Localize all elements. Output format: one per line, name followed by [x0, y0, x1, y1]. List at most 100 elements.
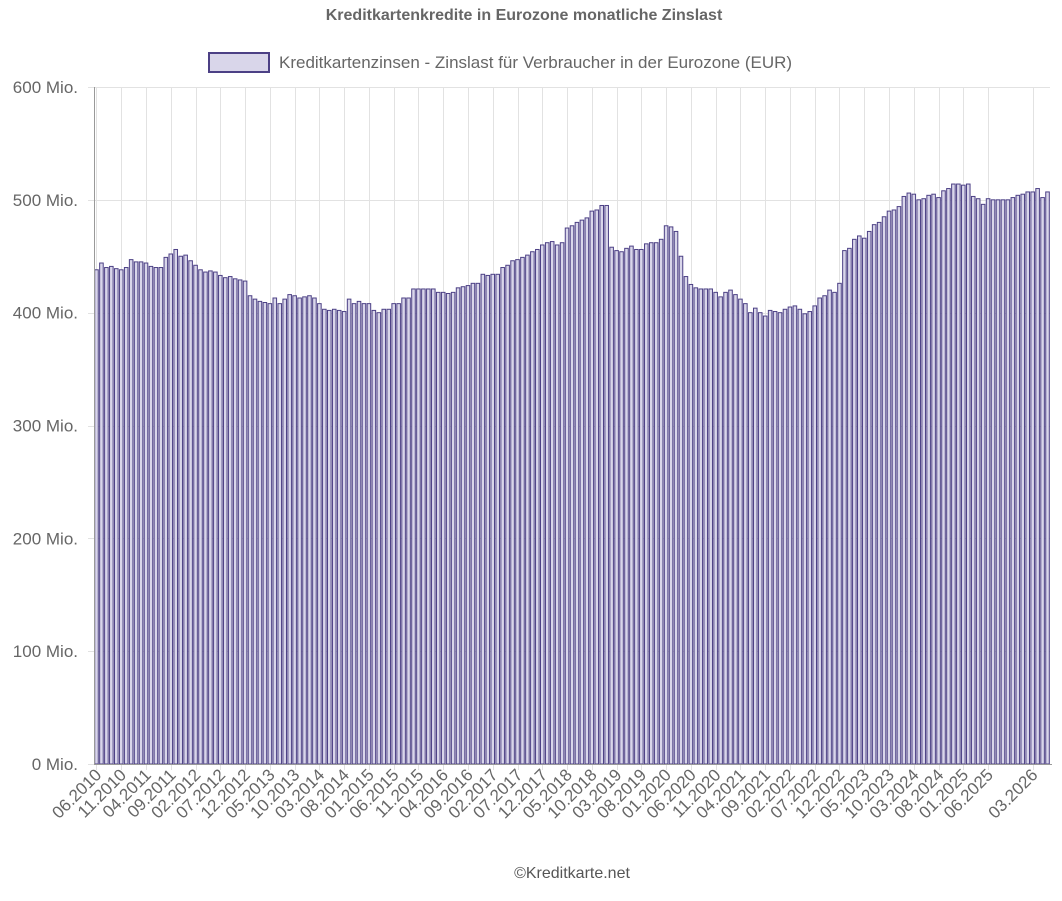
- bar[interactable]: [812, 305, 817, 765]
- bar[interactable]: [188, 260, 193, 765]
- bar[interactable]: [995, 199, 1001, 765]
- bar[interactable]: [713, 291, 718, 765]
- bar[interactable]: [921, 198, 926, 765]
- bar[interactable]: [663, 225, 669, 765]
- bar[interactable]: [366, 303, 372, 765]
- bar[interactable]: [396, 303, 401, 765]
- bar[interactable]: [584, 217, 590, 765]
- bar[interactable]: [777, 312, 783, 765]
- bar[interactable]: [307, 295, 312, 765]
- bar[interactable]: [94, 269, 99, 765]
- bar[interactable]: [634, 248, 639, 765]
- bar[interactable]: [990, 199, 996, 765]
- bar[interactable]: [312, 297, 317, 765]
- bar[interactable]: [173, 248, 179, 765]
- bar[interactable]: [738, 298, 743, 765]
- bar[interactable]: [1040, 197, 1045, 765]
- bar[interactable]: [109, 265, 114, 765]
- bar[interactable]: [931, 193, 936, 765]
- bar[interactable]: [208, 270, 213, 765]
- bar[interactable]: [381, 308, 387, 765]
- bar[interactable]: [564, 227, 570, 765]
- bar[interactable]: [926, 194, 931, 765]
- bar[interactable]: [906, 192, 912, 765]
- bar[interactable]: [544, 242, 550, 765]
- bar[interactable]: [530, 251, 535, 765]
- bar[interactable]: [559, 242, 565, 765]
- bar[interactable]: [455, 287, 461, 765]
- bar[interactable]: [762, 315, 768, 765]
- bar[interactable]: [956, 183, 961, 765]
- bar[interactable]: [802, 313, 808, 765]
- bar[interactable]: [807, 311, 813, 765]
- bar[interactable]: [198, 269, 203, 765]
- bar[interactable]: [569, 225, 575, 765]
- bar[interactable]: [970, 195, 976, 765]
- bar[interactable]: [247, 295, 253, 765]
- bar[interactable]: [515, 259, 520, 765]
- bar[interactable]: [104, 267, 109, 765]
- bar[interactable]: [341, 311, 347, 765]
- bar[interactable]: [827, 289, 832, 765]
- bar[interactable]: [832, 291, 837, 765]
- bar[interactable]: [723, 291, 728, 765]
- bar[interactable]: [743, 303, 748, 765]
- bar[interactable]: [416, 288, 421, 765]
- bar[interactable]: [946, 188, 951, 765]
- bar[interactable]: [158, 267, 164, 765]
- bar[interactable]: [203, 271, 208, 765]
- bar[interactable]: [1000, 199, 1006, 765]
- bar[interactable]: [118, 269, 124, 765]
- bar[interactable]: [302, 296, 307, 765]
- bar[interactable]: [728, 289, 733, 765]
- bar[interactable]: [178, 255, 183, 765]
- bar[interactable]: [673, 230, 679, 765]
- bar[interactable]: [510, 260, 515, 765]
- bar[interactable]: [629, 245, 634, 765]
- bar[interactable]: [183, 254, 188, 765]
- bar[interactable]: [639, 248, 644, 765]
- bar[interactable]: [470, 282, 476, 765]
- bar[interactable]: [683, 276, 689, 765]
- bar[interactable]: [351, 303, 357, 765]
- bar[interactable]: [822, 295, 827, 765]
- bar[interactable]: [1020, 193, 1026, 765]
- bar[interactable]: [891, 209, 897, 765]
- bar[interactable]: [688, 283, 694, 765]
- bar[interactable]: [460, 286, 466, 765]
- bar[interactable]: [896, 206, 902, 765]
- bar[interactable]: [540, 244, 545, 765]
- bar[interactable]: [317, 303, 322, 765]
- bar[interactable]: [391, 303, 396, 765]
- bar[interactable]: [465, 285, 471, 765]
- bar[interactable]: [693, 287, 699, 765]
- bar[interactable]: [431, 288, 436, 765]
- bar[interactable]: [817, 297, 822, 765]
- bar[interactable]: [401, 297, 406, 765]
- bar[interactable]: [975, 198, 981, 765]
- bar[interactable]: [535, 248, 540, 765]
- bar[interactable]: [881, 216, 887, 765]
- bar[interactable]: [871, 224, 877, 765]
- bar[interactable]: [767, 309, 773, 765]
- bar[interactable]: [500, 267, 505, 765]
- bar[interactable]: [252, 298, 258, 765]
- bar[interactable]: [648, 242, 654, 765]
- bar[interactable]: [475, 282, 481, 765]
- bar[interactable]: [886, 210, 892, 765]
- bar[interactable]: [153, 267, 159, 765]
- bar[interactable]: [168, 253, 174, 765]
- bar[interactable]: [733, 294, 738, 765]
- bar[interactable]: [941, 190, 946, 765]
- bar[interactable]: [658, 238, 664, 765]
- bar[interactable]: [604, 204, 609, 765]
- bar[interactable]: [421, 288, 426, 765]
- bar[interactable]: [361, 303, 367, 765]
- bar[interactable]: [1025, 191, 1031, 765]
- bar[interactable]: [435, 291, 441, 765]
- bar[interactable]: [148, 265, 154, 765]
- bar[interactable]: [267, 303, 273, 765]
- bar[interactable]: [376, 312, 382, 765]
- bar[interactable]: [99, 262, 104, 765]
- bar[interactable]: [609, 246, 614, 765]
